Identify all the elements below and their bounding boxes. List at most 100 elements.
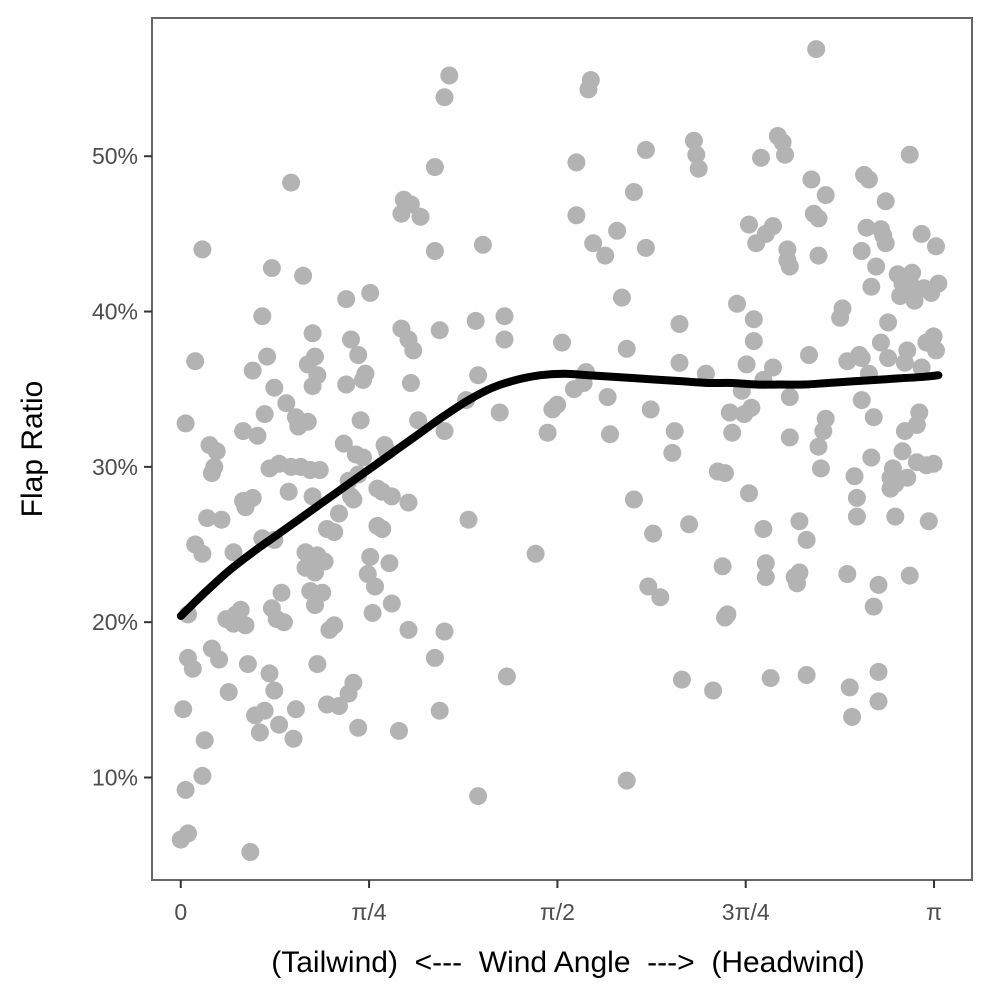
data-point: [373, 520, 392, 538]
data-point: [684, 131, 703, 150]
data-point: [361, 547, 380, 566]
data-point: [548, 395, 567, 414]
data-point: [869, 662, 888, 681]
x-tick-label: π: [926, 899, 942, 925]
data-point: [903, 263, 922, 282]
data-point: [876, 234, 895, 253]
data-point: [277, 394, 296, 413]
data-point: [255, 405, 274, 424]
data-point: [723, 423, 742, 442]
data-point: [469, 366, 488, 385]
data-point: [205, 457, 224, 476]
data-point: [495, 330, 514, 349]
data-point: [466, 311, 485, 330]
data-point: [754, 520, 773, 538]
data-point: [258, 347, 277, 366]
data-point: [210, 650, 229, 669]
x-tick-label: π/2: [540, 899, 575, 925]
data-point: [596, 246, 615, 265]
data-point: [859, 170, 878, 189]
x-axis-title: (Tailwind) <--- Wind Angle ---> (Headwin…: [271, 946, 865, 979]
data-point: [893, 442, 912, 461]
data-point: [788, 574, 806, 593]
data-point: [764, 217, 782, 236]
data-point: [780, 388, 799, 406]
data-point: [716, 464, 734, 483]
data-point: [845, 467, 864, 486]
data-point: [399, 493, 418, 512]
data-point: [401, 195, 420, 214]
data-point: [847, 488, 866, 507]
data-point: [720, 403, 739, 422]
data-point: [435, 622, 454, 641]
data-point: [809, 246, 828, 265]
data-point: [644, 524, 663, 543]
data-point: [797, 666, 816, 684]
data-point: [807, 40, 826, 59]
data-point: [303, 324, 322, 343]
data-point: [361, 283, 380, 302]
data-point: [617, 771, 636, 790]
data-point: [294, 266, 313, 285]
data-point: [696, 364, 715, 383]
data-point: [325, 616, 344, 635]
data-point: [382, 487, 401, 506]
data-point: [430, 321, 449, 340]
data-point: [927, 341, 945, 360]
data-point: [459, 510, 478, 529]
data-point: [363, 603, 382, 622]
data-point: [744, 332, 763, 351]
data-point: [303, 487, 322, 506]
data-point: [279, 482, 298, 501]
data-point: [342, 330, 360, 349]
data-point: [814, 422, 833, 441]
data-point: [260, 664, 279, 683]
data-point: [308, 655, 327, 674]
data-point: [186, 352, 205, 371]
data-point: [641, 400, 660, 419]
data-point: [469, 787, 488, 806]
y-axis: 10% 20% 30% 40% 50%: [92, 143, 152, 790]
data-point: [689, 159, 708, 178]
data-point: [253, 307, 272, 326]
data-point: [886, 507, 905, 526]
data-point: [195, 731, 214, 750]
y-tick-label: 10%: [92, 764, 138, 790]
data-point: [869, 692, 888, 711]
data-point: [382, 594, 401, 613]
data-point: [344, 673, 363, 692]
data-point: [313, 583, 332, 602]
data-point: [718, 605, 737, 624]
data-point: [624, 183, 643, 201]
data-point: [380, 554, 399, 573]
data-point: [809, 209, 828, 228]
data-point: [900, 145, 919, 164]
data-point: [567, 153, 586, 172]
data-point: [325, 523, 344, 542]
data-point: [282, 173, 301, 192]
data-point: [274, 613, 293, 632]
data-point: [756, 554, 775, 573]
data-point: [193, 240, 212, 259]
data-point: [401, 374, 420, 392]
data-point: [663, 443, 682, 462]
data-point: [879, 313, 898, 332]
data-point: [636, 238, 655, 257]
data-point: [262, 259, 281, 278]
data-point: [270, 715, 289, 734]
data-point: [898, 341, 917, 360]
data-point: [927, 237, 945, 256]
data-point: [687, 145, 706, 164]
data-point: [176, 780, 195, 799]
data-point: [752, 148, 770, 167]
data-point: [409, 411, 428, 430]
data-point: [912, 224, 931, 243]
data-point: [680, 515, 699, 534]
data-point: [310, 461, 329, 479]
data-point: [776, 145, 794, 164]
data-point: [864, 408, 883, 427]
data-point: [780, 428, 799, 447]
data-point: [224, 543, 243, 562]
data-point: [440, 66, 459, 85]
data-point: [598, 388, 617, 406]
